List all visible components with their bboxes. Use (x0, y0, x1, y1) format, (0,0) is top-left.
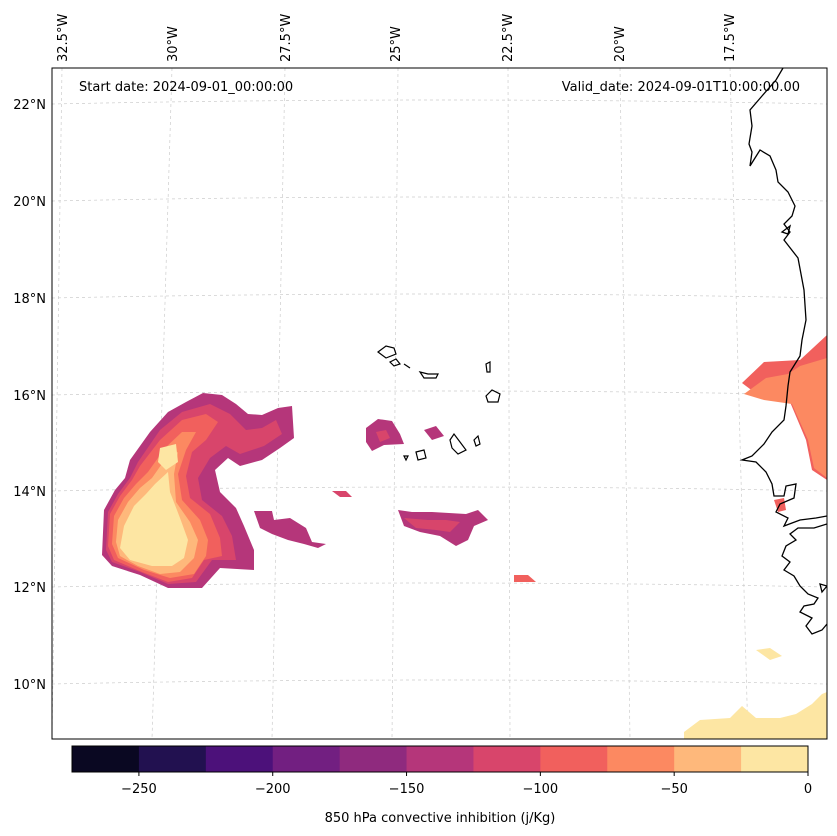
contour-patch (376, 430, 390, 442)
meridian-25w (391, 68, 399, 739)
island-santo-antao (377, 345, 397, 359)
meridian-22-5w (507, 68, 511, 739)
latitude-labels: 22°N 20°N 18°N 16°N 14°N 12°N 10°N (13, 98, 46, 693)
small-west-patches (254, 491, 352, 548)
colorbar-swatch (72, 746, 140, 772)
contour-patch (332, 491, 352, 497)
lon-label: 25°W (389, 26, 404, 62)
lon-label: 22.5°W (501, 14, 516, 62)
central-cin-patch (398, 510, 488, 546)
contour-patch (744, 358, 827, 478)
lat-label: 22°N (13, 98, 46, 113)
map-background (52, 68, 827, 739)
island-fogo (415, 449, 427, 461)
colorbar-swatch (272, 746, 341, 772)
island-sao-nicolau (418, 371, 439, 379)
colorbar-label: 850 hPa convective inhibition (j/Kg) (325, 811, 556, 826)
colorbar-swatch (741, 746, 809, 772)
start-date-text: Start date: 2024-09-01_00:00:00 (79, 80, 293, 95)
contour-level-minus25 (120, 472, 188, 566)
contour-patch (756, 648, 782, 660)
island-santa-luzia (403, 363, 411, 369)
contour-patch (404, 518, 460, 532)
contour-level-minus25-patch (158, 444, 178, 470)
meridian-27-5w (271, 68, 286, 739)
coast-inlet (780, 224, 792, 235)
lat-label: 20°N (13, 195, 46, 210)
coastline (739, 68, 827, 635)
contour-patch (684, 692, 827, 739)
colorbar-tick-label: −50 (660, 782, 687, 797)
colorbar-tick-label: −250 (121, 782, 157, 797)
colorbar-swatch (540, 746, 608, 772)
meridian-30w (151, 68, 173, 739)
colorbar-swatch (138, 746, 207, 772)
colorbar-swatch (339, 746, 408, 772)
colorbar-swatch (205, 746, 274, 772)
parallel-20n (52, 196, 827, 202)
colorbar-tick-label: 0 (804, 782, 812, 797)
colorbar-swatch (473, 746, 541, 772)
cape-verde-islands (377, 345, 501, 462)
lat-label: 10°N (13, 678, 46, 693)
island-sal (485, 361, 491, 373)
colorbar-tick-label: −200 (255, 782, 291, 797)
island-maio (473, 434, 481, 447)
islet (819, 583, 827, 594)
lat-label: 16°N (13, 389, 46, 404)
island-sao-vicente (388, 358, 402, 367)
contour-patch (424, 426, 444, 440)
parallel-16n (52, 390, 827, 396)
lat-label: 14°N (13, 485, 46, 500)
parallel-10n (52, 679, 827, 685)
southeast-cin-patches (684, 648, 827, 739)
colorbar-swatch (607, 746, 675, 772)
colorbar-swatch (406, 746, 474, 772)
island-boa-vista (485, 389, 501, 403)
africa-coast (739, 68, 827, 528)
colorbar-tick-label: −100 (523, 782, 559, 797)
contour-patch (254, 511, 326, 548)
map-frame (51, 67, 828, 740)
capeverde-cin-patch (366, 419, 444, 451)
lon-label: 20°W (613, 26, 628, 62)
contour-patch (514, 575, 536, 582)
meridian-20w (619, 68, 631, 739)
longitude-labels: 32.5°W 30°W 27.5°W 25°W 22.5°W 20°W 17.5… (56, 14, 738, 62)
colorbar-swatches (72, 746, 809, 772)
lat-label: 12°N (13, 581, 46, 596)
parallel-22n (52, 99, 827, 105)
valid-date-text: Valid_date: 2024-09-01T10:00:00.00 (562, 80, 800, 95)
lon-label: 17.5°W (723, 14, 738, 62)
guinea-coast (781, 523, 827, 635)
colorbar-frame (71, 745, 809, 773)
colorbar-ticks: −250 −200 −150 −100 −50 0 (121, 772, 812, 797)
island-santiago (449, 432, 467, 455)
parallel-18n (52, 293, 827, 299)
colorbar-tick-label: −150 (389, 782, 425, 797)
lon-label: 32.5°W (56, 14, 71, 62)
lat-label: 18°N (13, 292, 46, 307)
island-brava (403, 455, 409, 462)
colorbar: −250 −200 −150 −100 −50 0 850 hPa convective … (71, 745, 812, 826)
colorbar-swatch (674, 746, 742, 772)
west-cin-cluster (102, 393, 294, 588)
lon-label: 27.5°W (279, 14, 294, 62)
meridian-17-5w (729, 68, 749, 739)
meridian-32-5w (52, 68, 63, 739)
lon-label: 30°W (166, 26, 181, 62)
